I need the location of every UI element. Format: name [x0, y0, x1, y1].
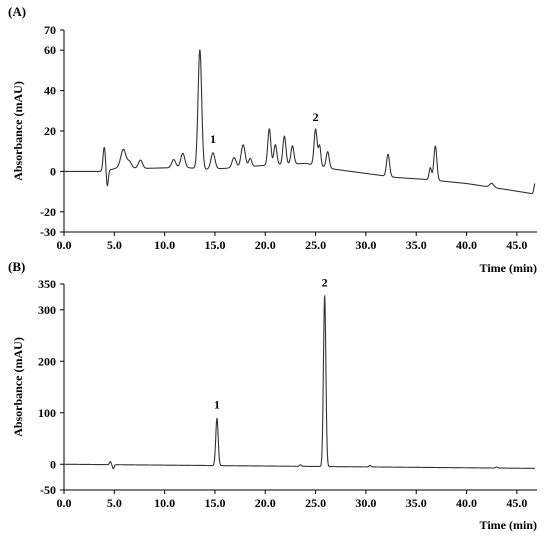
y-tick-label: 70 — [44, 23, 56, 37]
panel-label: (B) — [8, 259, 25, 274]
x-tick-label: 5.0 — [107, 496, 122, 510]
x-tick-label: 20.0 — [255, 496, 276, 510]
y-tick-label: 60 — [44, 43, 56, 57]
y-tick-label: 0 — [50, 457, 56, 471]
peak-label: 2 — [313, 110, 319, 124]
x-tick-label: 25.0 — [305, 496, 326, 510]
y-tick-label: 100 — [38, 406, 56, 420]
y-axis-title: Absorbance (mAU) — [11, 81, 25, 181]
x-tick-label: 35.0 — [406, 496, 427, 510]
x-tick-label: 40.0 — [456, 238, 477, 252]
x-tick-label: 30.0 — [355, 496, 376, 510]
panel-b: (B) 0.0 5.0 10.0 15.0 20.0 25.0 30.0 35.0 40.0 45.… — [8, 259, 537, 532]
y-tick-label: 300 — [38, 303, 56, 317]
y-tick-label: -30 — [40, 225, 56, 239]
y-tick-label: 20 — [44, 124, 56, 138]
y-tick-label: -20 — [40, 205, 56, 219]
peak-label: 1 — [210, 132, 216, 146]
x-tick-label: 10.0 — [154, 496, 175, 510]
panel-label: (A) — [8, 4, 26, 19]
x-tick-label: 25.0 — [305, 238, 326, 252]
x-tick-label: 40.0 — [456, 496, 477, 510]
x-tick-label: 15.0 — [204, 238, 225, 252]
chromatogram-trace — [63, 49, 536, 195]
peak-label: 1 — [214, 398, 220, 412]
y-tick-label: 40 — [44, 84, 56, 98]
y-axis-title: Absorbance (mAU) — [11, 337, 25, 437]
peak-label: 2 — [322, 276, 328, 290]
x-axis-title: Time (min) — [480, 518, 537, 532]
x-tick-label: 5.0 — [107, 238, 122, 252]
y-tick-label: 350 — [38, 277, 56, 291]
panel-a: (A) 0.0 5.0 10.0 15.0 20.0 25.0 30.0 35.0 40.0 45.… — [8, 4, 537, 275]
y-tick-label: 200 — [38, 354, 56, 368]
x-tick-label: 15.0 — [204, 496, 225, 510]
x-tick-label: 20.0 — [255, 238, 276, 252]
x-tick-label: 0.0 — [57, 496, 72, 510]
x-tick-label: 45.0 — [506, 496, 527, 510]
x-axis-title: Time (min) — [480, 261, 537, 275]
x-tick-label: 10.0 — [154, 238, 175, 252]
y-tick-label: 0 — [50, 164, 56, 178]
chromatogram-trace — [63, 295, 536, 470]
x-tick-label: 30.0 — [355, 238, 376, 252]
x-tick-label: 0.0 — [57, 238, 72, 252]
x-tick-label: 45.0 — [506, 238, 527, 252]
y-tick-label: -50 — [40, 483, 56, 497]
x-tick-label: 35.0 — [406, 238, 427, 252]
